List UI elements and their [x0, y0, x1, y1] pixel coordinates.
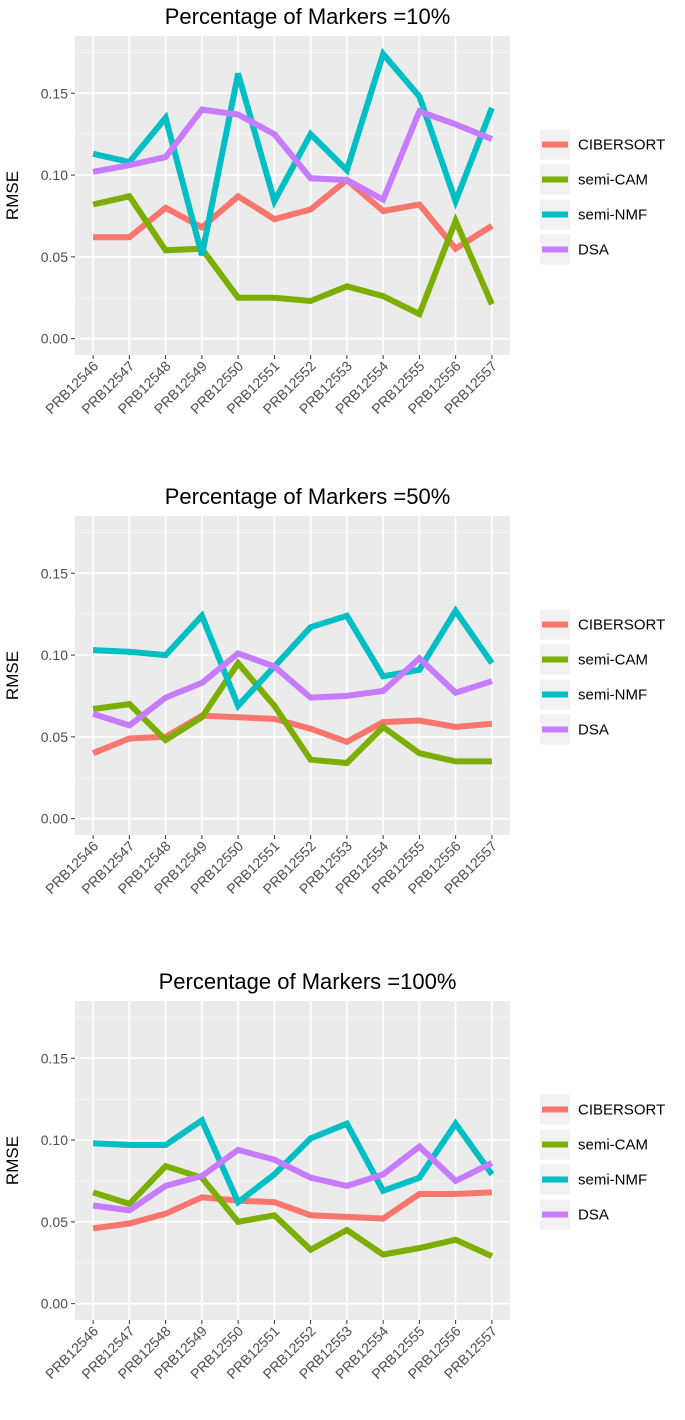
y-tick-label: 0.15	[41, 85, 68, 101]
legend-label: DSA	[578, 242, 609, 259]
chart-title: Percentage of Markers =100%	[159, 969, 457, 994]
series-line-semi-cam	[92, 192, 495, 319]
y-tick-label: 0.00	[41, 331, 68, 347]
series-line-cibersort	[93, 176, 494, 253]
line-chart-10: Percentage of Markers =10% 0.00 0.05 0.10 0.…	[3, 4, 665, 417]
y-tick-label: 0.15	[41, 565, 68, 581]
line-chart-100: Percentage of Markers =100% 0.00 0.05 0.10 0…	[3, 969, 665, 1382]
legend-label: semi-CAM	[578, 652, 648, 669]
chart-panel-50: Percentage of Markers =50% 0.00 0.05 0.10 0.…	[0, 480, 685, 930]
y-tick-label: 0.00	[41, 1296, 68, 1312]
legend-label: semi-NMF	[578, 207, 647, 224]
legend-label: CIBERSORT	[578, 617, 665, 634]
y-tick-label: 0.15	[41, 1050, 68, 1066]
y-tick-label: 0.00	[41, 811, 68, 827]
y-tick-label: 0.10	[41, 1132, 68, 1148]
y-tick-label: 0.10	[41, 647, 68, 663]
series-line-cibersort	[92, 1189, 493, 1232]
legend-label: semi-NMF	[578, 687, 647, 704]
series-line-semi-cam	[92, 658, 492, 767]
series-line-semi-nmf	[92, 1115, 495, 1207]
y-tick-label: 0.10	[41, 167, 68, 183]
y-tick-label: 0.05	[41, 1214, 68, 1230]
series-line-semi-cam	[92, 1162, 494, 1259]
chart-panel-100: Percentage of Markers =100% 0.00 0.05 0.10 0…	[0, 965, 685, 1420]
y-axis-label: RMSE	[3, 171, 22, 220]
y-tick-label: 0.05	[41, 729, 68, 745]
legend-label: semi-NMF	[578, 1172, 647, 1189]
series-line-dsa	[92, 650, 493, 729]
legend-label: CIBERSORT	[578, 1102, 665, 1119]
legend-label: DSA	[578, 1207, 609, 1224]
legend-label: semi-CAM	[578, 1137, 648, 1154]
series-line-dsa	[92, 1142, 494, 1214]
chart-title: Percentage of Markers =10%	[165, 4, 451, 29]
y-axis-label: RMSE	[3, 651, 22, 700]
y-axis-label: RMSE	[3, 1136, 22, 1185]
plot-background	[75, 36, 510, 355]
legend-label: DSA	[578, 722, 609, 739]
y-tick-label: 0.05	[41, 249, 68, 265]
line-chart-50: Percentage of Markers =50% 0.00 0.05 0.10 0.…	[3, 484, 665, 897]
series-line-dsa	[92, 106, 494, 204]
plot-background	[75, 516, 510, 835]
chart-title: Percentage of Markers =50%	[165, 484, 451, 509]
chart-panel-10: Percentage of Markers =10% 0.00 0.05 0.10 0.…	[0, 0, 685, 450]
legend-label: CIBERSORT	[578, 137, 665, 154]
legend-label: semi-CAM	[578, 172, 648, 189]
